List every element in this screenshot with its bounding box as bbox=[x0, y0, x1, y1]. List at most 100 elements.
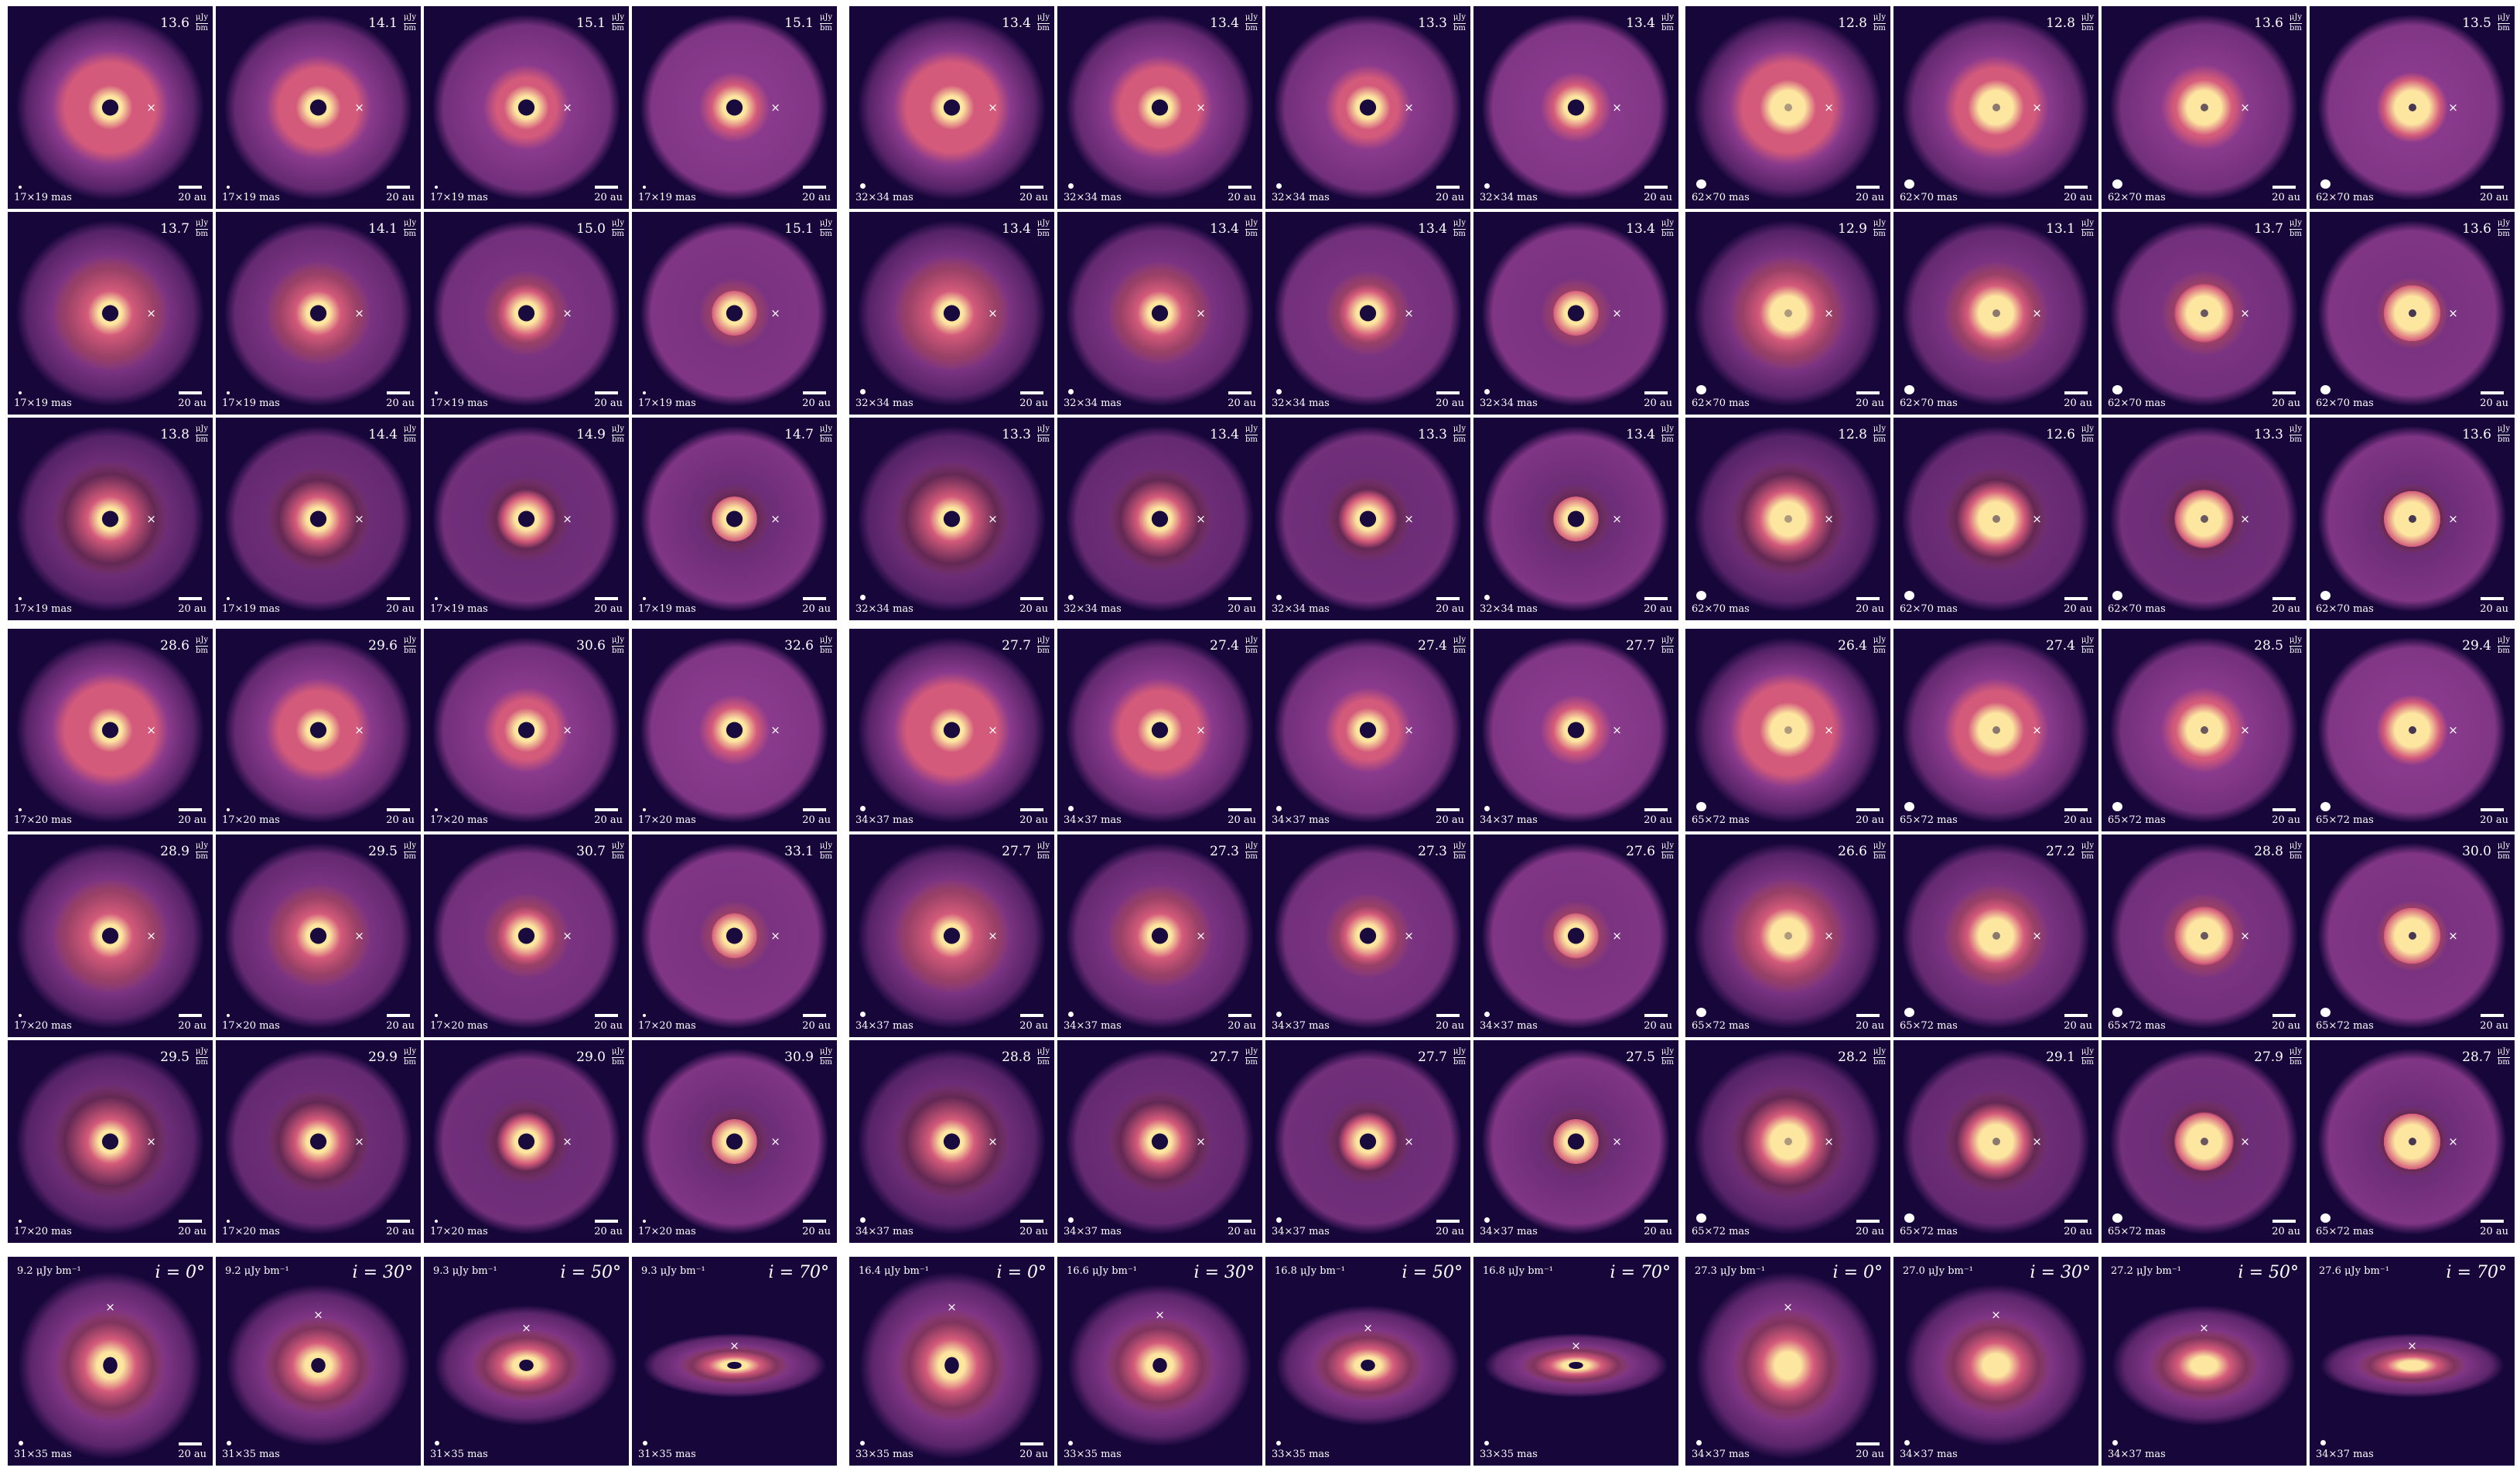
central-cavity bbox=[1784, 104, 1792, 111]
beam-ellipse bbox=[643, 1441, 647, 1445]
disk-panel: × 27.7 μJy bm 34×37 mas 20 au bbox=[1057, 1040, 1262, 1243]
peak-flux-label: 14.9 bbox=[576, 427, 606, 442]
central-cavity bbox=[517, 927, 535, 944]
scale-bar-label: 20 au bbox=[2272, 814, 2300, 826]
central-cavity bbox=[2408, 932, 2416, 940]
disk-panel: × 13.4 μJy bm 32×34 mas 20 au bbox=[1473, 212, 1678, 415]
unit-fraction-bar bbox=[1661, 1056, 1674, 1058]
unit-numerator: μJy bbox=[1245, 636, 1258, 644]
peak-flux-label: 14.1 bbox=[368, 15, 398, 31]
scale-bar-label: 20 au bbox=[1644, 814, 1672, 826]
flux-unit-label: μJy bm bbox=[1245, 841, 1258, 861]
disk-image bbox=[849, 1040, 1054, 1243]
planet-marker: × bbox=[1824, 101, 1834, 114]
peak-flux-label: 13.8 bbox=[160, 427, 190, 442]
unit-denominator: bm bbox=[1245, 1057, 1258, 1067]
unit-denominator: bm bbox=[1245, 435, 1258, 444]
peak-flux-label: 13.4 bbox=[1210, 15, 1239, 31]
unit-numerator: μJy bbox=[2081, 1047, 2094, 1056]
planet-marker: × bbox=[1155, 1307, 1165, 1322]
disk-panel: × 27.2 μJy bm 65×72 mas 20 au bbox=[1893, 834, 2098, 1037]
beam-ellipse bbox=[435, 391, 438, 394]
scale-bar-label: 20 au bbox=[802, 398, 831, 409]
disk-panel: × 32.6 μJy bm 17×20 mas 20 au bbox=[632, 629, 837, 831]
flux-unit-label: μJy bm bbox=[1245, 1047, 1258, 1067]
flux-unit-label: μJy bm bbox=[1661, 636, 1674, 655]
central-cavity bbox=[1569, 1361, 1583, 1369]
beam-size-label: 17×19 mas bbox=[430, 192, 488, 203]
central-cavity bbox=[309, 305, 327, 322]
beam-ellipse bbox=[227, 391, 230, 394]
unit-numerator: μJy bbox=[2497, 219, 2510, 227]
planet-marker: × bbox=[770, 101, 780, 114]
beam-size-label: 32×34 mas bbox=[1272, 192, 1330, 203]
central-cavity bbox=[2408, 104, 2416, 111]
scale-bar-label: 20 au bbox=[1436, 1020, 1464, 1032]
planet-marker: × bbox=[521, 1320, 531, 1335]
peak-flux-label: 13.4 bbox=[1002, 221, 1031, 237]
flux-unit-label: μJy bm bbox=[1873, 13, 1886, 32]
beam-ellipse bbox=[643, 186, 646, 189]
central-cavity bbox=[309, 722, 327, 739]
unit-denominator: bm bbox=[195, 852, 208, 861]
disk-panel: × 14.1 μJy bm 17×19 mas 20 au bbox=[216, 212, 421, 415]
peak-flux-label: 29.5 bbox=[368, 844, 398, 859]
inclination-panel: × 16.4 μJy bm⁻¹ i = 0° 33×35 mas 20 au bbox=[849, 1257, 1054, 1466]
unit-numerator: μJy bbox=[1661, 13, 1674, 22]
beam-size-label: 31×35 mas bbox=[222, 1449, 280, 1460]
scale-bar bbox=[1644, 391, 1668, 394]
beam-ellipse bbox=[19, 1014, 22, 1017]
peak-flux-label: 30.7 bbox=[576, 844, 606, 859]
flux-unit-label: μJy bm bbox=[1453, 13, 1466, 32]
unit-numerator: μJy bbox=[403, 841, 416, 850]
planet-marker: × bbox=[1196, 929, 1206, 943]
flux-unit-label: μJy bm bbox=[1661, 425, 1674, 444]
planet-marker: × bbox=[2032, 101, 2042, 114]
flux-unit-label: μJy bm bbox=[2289, 841, 2302, 861]
central-cavity bbox=[1151, 927, 1169, 944]
scale-bar bbox=[2272, 391, 2296, 394]
flux-unit-label: μJy bm bbox=[1036, 425, 1050, 444]
unit-numerator: μJy bbox=[819, 219, 832, 227]
unit-numerator: μJy bbox=[2289, 636, 2302, 644]
disk-panel: × 13.3 μJy bm 32×34 mas 20 au bbox=[849, 418, 1054, 620]
flux-unit-label: μJy bm bbox=[2081, 636, 2094, 655]
central-cavity bbox=[1992, 1138, 2000, 1145]
planet-marker: × bbox=[988, 1135, 998, 1148]
beam-size-label: 62×70 mas bbox=[1692, 398, 1750, 409]
beam-ellipse bbox=[2320, 1008, 2330, 1017]
beam-size-label: 34×37 mas bbox=[1900, 1449, 1958, 1460]
beam-size-label: 34×37 mas bbox=[855, 1226, 913, 1237]
unit-numerator: μJy bbox=[611, 219, 624, 227]
inclination-label: i = 70° bbox=[768, 1263, 829, 1282]
planet-marker: × bbox=[1404, 1135, 1414, 1148]
unit-numerator: μJy bbox=[819, 425, 832, 433]
inclination-panel: × 16.6 μJy bm⁻¹ i = 30° 33×35 mas bbox=[1057, 1257, 1262, 1466]
unit-denominator: bm bbox=[403, 23, 416, 32]
disk-image bbox=[1265, 6, 1470, 209]
unit-denominator: bm bbox=[611, 646, 624, 655]
disk-image bbox=[424, 629, 629, 831]
unit-numerator: μJy bbox=[1036, 636, 1050, 644]
unit-numerator: μJy bbox=[1453, 636, 1466, 644]
beam-ellipse bbox=[860, 1012, 866, 1017]
disk-image bbox=[424, 418, 629, 620]
scale-bar bbox=[1644, 597, 1668, 600]
disk-panel: × 14.4 μJy bm 17×19 mas 20 au bbox=[216, 418, 421, 620]
beam-ellipse bbox=[643, 1014, 646, 1017]
planet-marker: × bbox=[354, 723, 364, 737]
scale-bar bbox=[1228, 1220, 1251, 1223]
peak-flux-label: 27.6 μJy bm⁻¹ bbox=[2319, 1265, 2389, 1277]
beam-ellipse bbox=[1068, 595, 1074, 600]
flux-unit-label: μJy bm bbox=[1453, 219, 1466, 238]
flux-unit-label: μJy bm bbox=[403, 841, 416, 861]
flux-unit-label: μJy bm bbox=[1245, 13, 1258, 32]
peak-flux-label: 9.2 μJy bm⁻¹ bbox=[17, 1265, 81, 1277]
unit-denominator: bm bbox=[611, 1057, 624, 1067]
peak-flux-label: 12.8 bbox=[2046, 15, 2075, 31]
disk-image bbox=[1473, 418, 1678, 620]
planet-marker: × bbox=[562, 306, 572, 320]
unit-denominator: bm bbox=[1036, 646, 1050, 655]
beam-ellipse bbox=[435, 186, 438, 189]
beam-ellipse bbox=[1696, 179, 1706, 189]
